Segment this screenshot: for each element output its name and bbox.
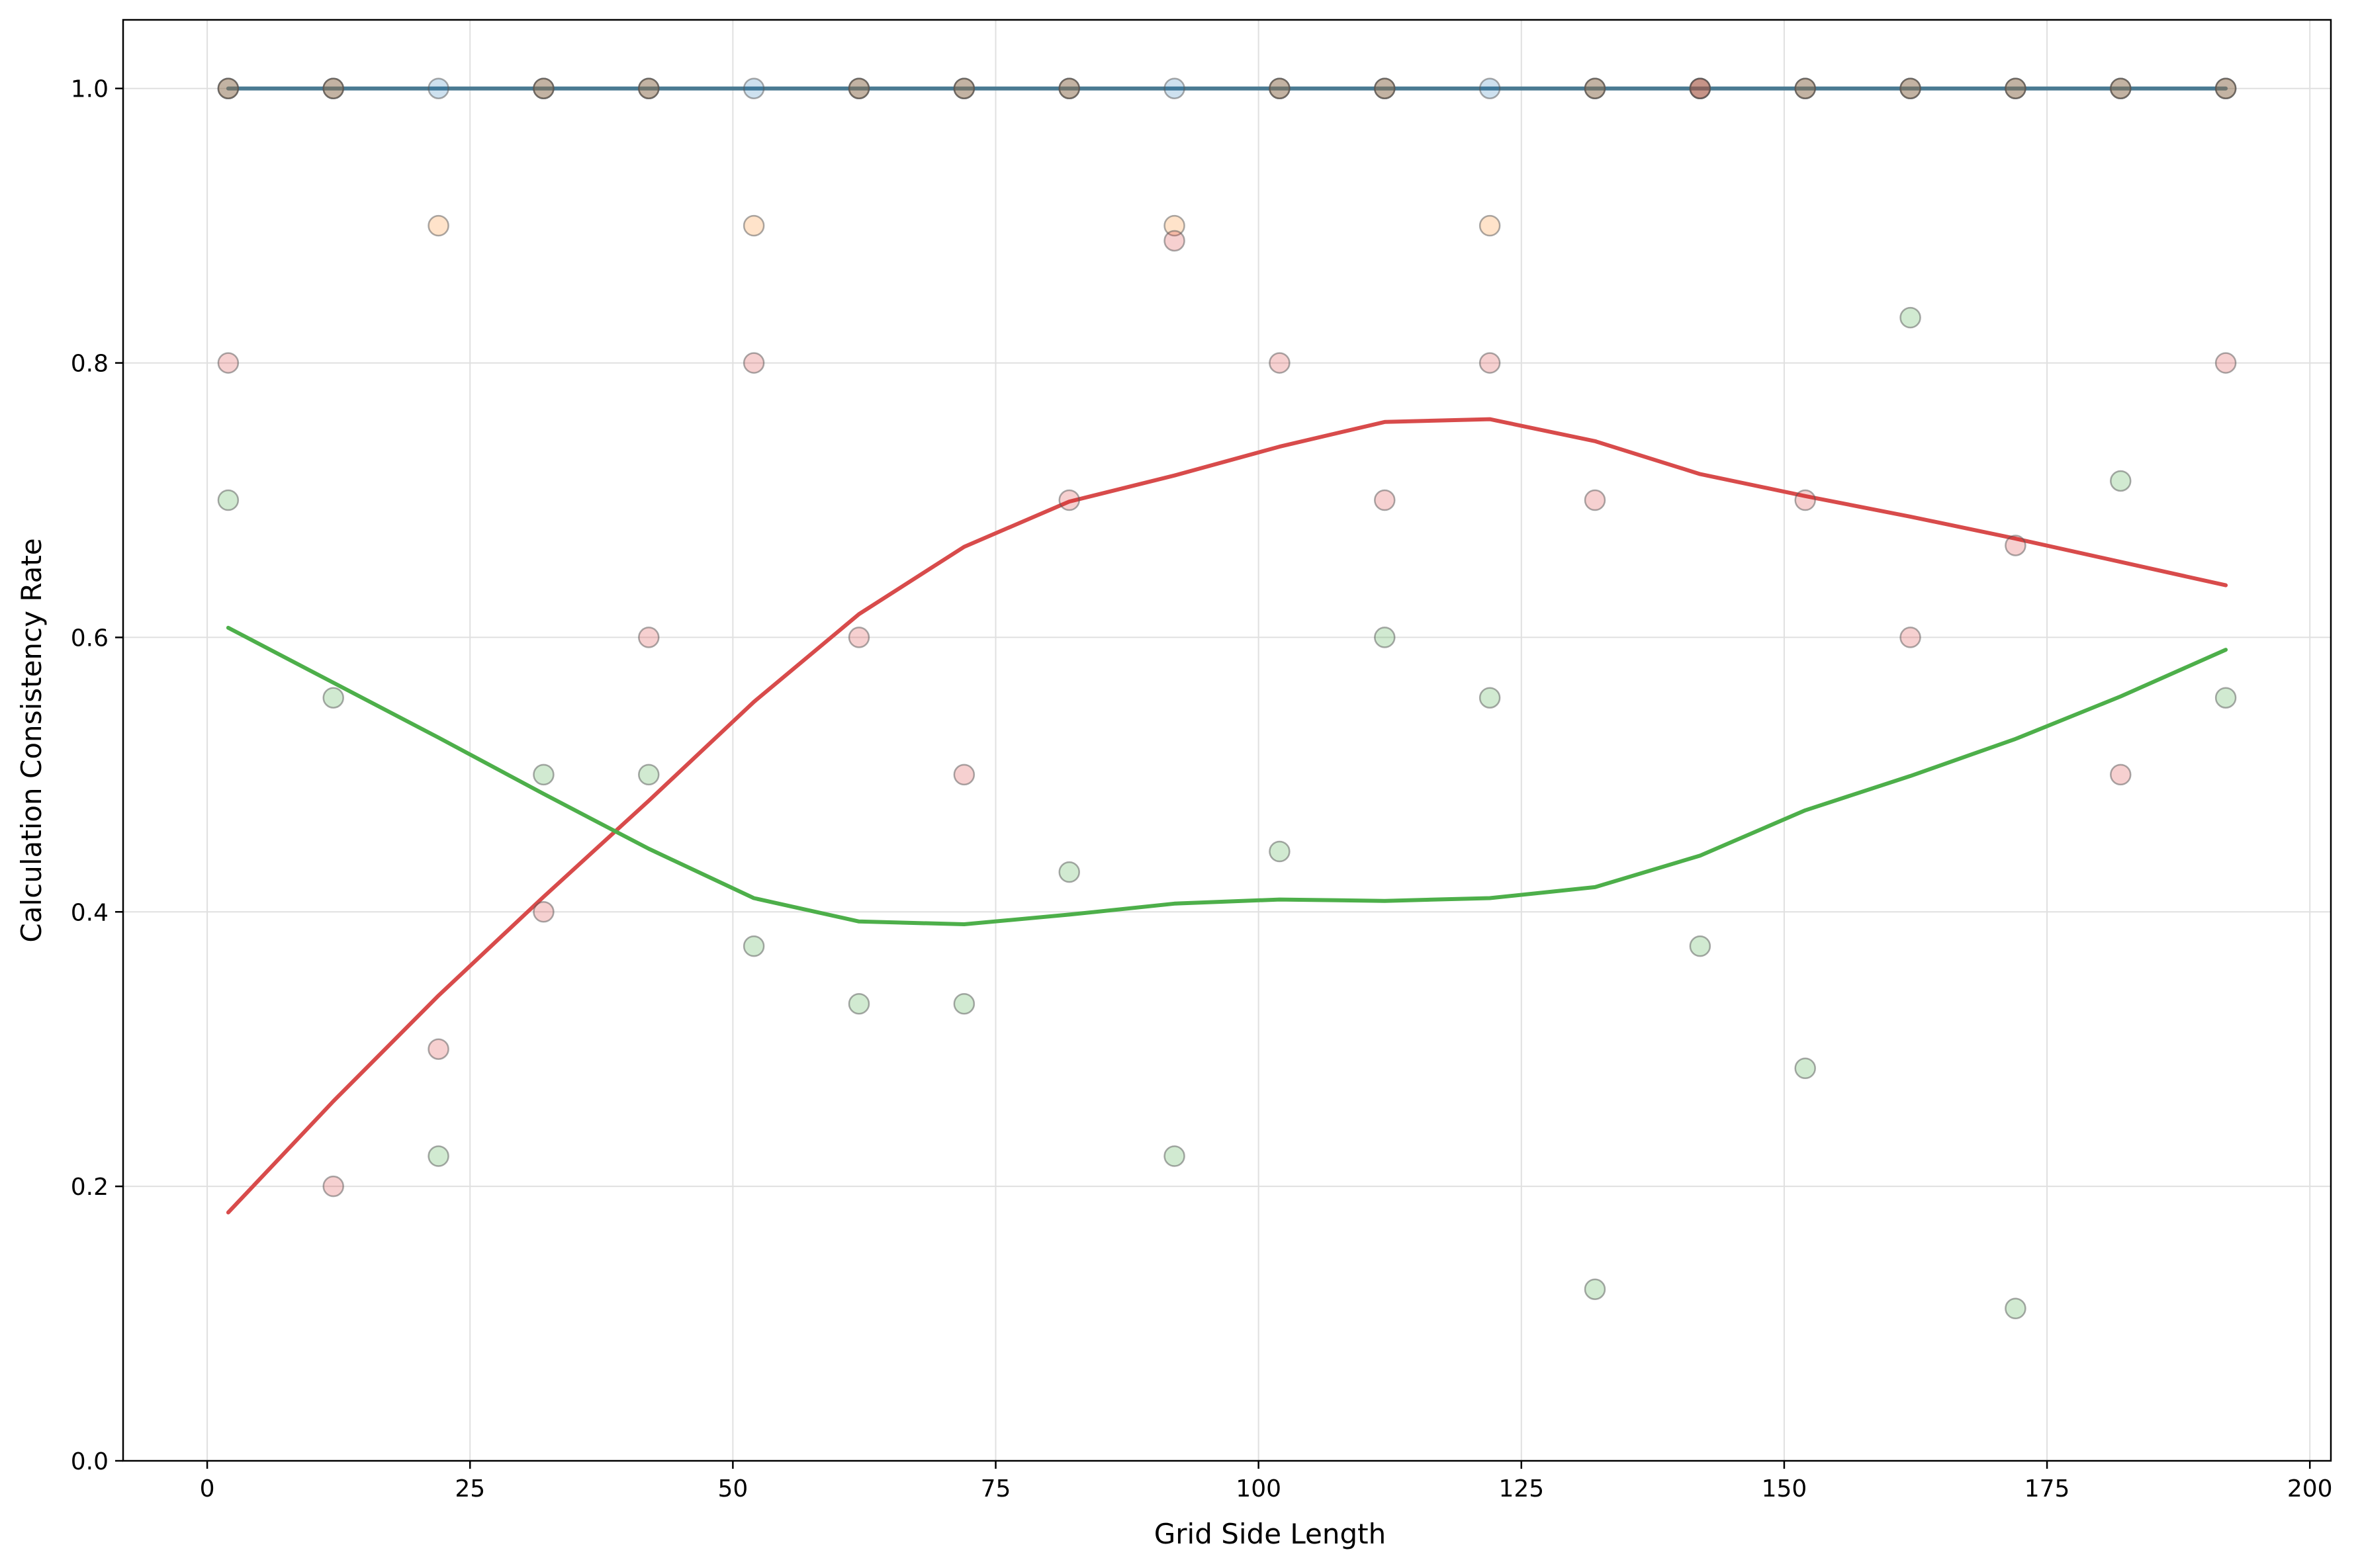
data-point-series-1: [428, 77, 449, 99]
data-point-series-4: [1584, 489, 1606, 511]
data-point-series-1: [1478, 77, 1501, 99]
x-tick-label: 100: [1236, 1475, 1281, 1503]
data-point-series-3: [2214, 77, 2237, 99]
data-points: [217, 77, 2237, 1320]
data-point-series-4: [1269, 352, 1291, 374]
x-axis-ticks: 0 25 50 75 100 125 150 175 200: [200, 1461, 2333, 1503]
data-point-series-5: [1794, 1057, 1816, 1080]
data-point-series-5: [1689, 935, 1711, 957]
data-point-series-3: [1163, 214, 1185, 237]
trend-line-series-5: [226, 625, 2228, 926]
data-point-series-3: [533, 77, 555, 99]
data-point-series-5: [743, 935, 765, 957]
data-point-series-5: [1163, 1145, 1185, 1167]
data-point-series-5: [2005, 1297, 2026, 1320]
y-tick-label: 0.8: [71, 351, 109, 378]
data-point-series-3: [1058, 77, 1080, 99]
y-tick-label: 0.6: [71, 625, 109, 652]
data-point-series-5: [2214, 687, 2237, 709]
data-point-series-5: [428, 1145, 449, 1167]
plot-area: [123, 20, 2331, 1461]
data-point-series-5: [322, 687, 344, 709]
data-point-series-5: [217, 489, 240, 511]
data-point-series-3: [848, 77, 870, 99]
y-axis-label: Calculation Consistency Rate: [15, 538, 48, 942]
data-point-series-3: [1584, 77, 1606, 99]
x-tick-label: 75: [981, 1475, 1011, 1503]
data-point-series-4: [2110, 763, 2132, 786]
data-point-series-3: [953, 77, 976, 99]
data-point-series-3: [1269, 77, 1291, 99]
data-point-series-3: [743, 214, 765, 237]
data-point-series-4: [743, 352, 765, 374]
data-point-series-4: [1794, 489, 1816, 511]
data-point-series-3: [1794, 77, 1816, 99]
y-tick-label: 0.0: [71, 1448, 109, 1475]
data-point-series-4: [1374, 489, 1396, 511]
data-point-series-3: [1899, 77, 1921, 99]
y-tick-label: 0.4: [71, 899, 109, 926]
x-tick-label: 125: [1498, 1475, 1544, 1503]
data-point-series-3: [638, 77, 660, 99]
y-tick-label: 0.2: [71, 1174, 109, 1201]
trend-lines: [226, 86, 2228, 1215]
data-point-series-4: [848, 627, 870, 648]
data-point-series-5: [1269, 840, 1291, 863]
data-point-series-4: [2005, 535, 2026, 556]
x-tick-label: 200: [2287, 1475, 2333, 1503]
data-point-series-4: [1689, 77, 1711, 99]
data-point-series-4: [428, 1038, 449, 1060]
x-axis-label: Grid Side Length: [1154, 1518, 1386, 1550]
data-point-series-5: [1478, 687, 1501, 709]
data-point-series-4: [638, 627, 660, 648]
data-point-series-5: [1374, 627, 1396, 648]
data-point-series-1: [743, 77, 765, 99]
x-tick-label: 25: [455, 1475, 485, 1503]
data-point-series-4: [322, 1175, 344, 1198]
data-point-series-3: [322, 77, 344, 99]
data-point-series-5: [953, 993, 976, 1015]
data-point-series-4: [217, 352, 240, 374]
data-point-series-4: [1478, 352, 1501, 374]
x-tick-label: 0: [200, 1475, 215, 1503]
data-point-series-3: [428, 214, 449, 237]
trend-line-series-4: [226, 417, 2228, 1215]
data-point-series-5: [1584, 1278, 1606, 1300]
x-tick-label: 50: [717, 1475, 748, 1503]
data-point-series-3: [217, 77, 240, 99]
data-point-series-5: [1899, 306, 1921, 329]
data-point-series-4: [2214, 352, 2237, 374]
data-point-series-5: [638, 763, 660, 786]
x-tick-label: 175: [2024, 1475, 2070, 1503]
data-point-series-4: [953, 763, 976, 786]
data-point-series-3: [2005, 77, 2026, 99]
data-point-series-3: [1374, 77, 1396, 99]
y-axis-ticks: 0.0 0.2 0.4 0.6 0.8 1.0: [71, 76, 123, 1475]
data-point-series-5: [1058, 861, 1080, 883]
data-point-series-5: [2110, 470, 2132, 492]
data-point-series-4: [533, 901, 555, 923]
data-point-series-5: [848, 993, 870, 1015]
data-point-series-3: [2110, 77, 2132, 99]
data-point-series-4: [1163, 230, 1185, 252]
data-point-series-1: [1163, 77, 1185, 99]
data-point-series-4: [1899, 627, 1921, 648]
plot-frame: [122, 19, 2332, 1462]
y-tick-label: 1.0: [71, 76, 109, 103]
data-point-series-5: [533, 763, 555, 786]
data-point-series-4: [1058, 489, 1080, 511]
x-tick-label: 150: [1762, 1475, 1807, 1503]
data-point-series-3: [1478, 214, 1501, 237]
